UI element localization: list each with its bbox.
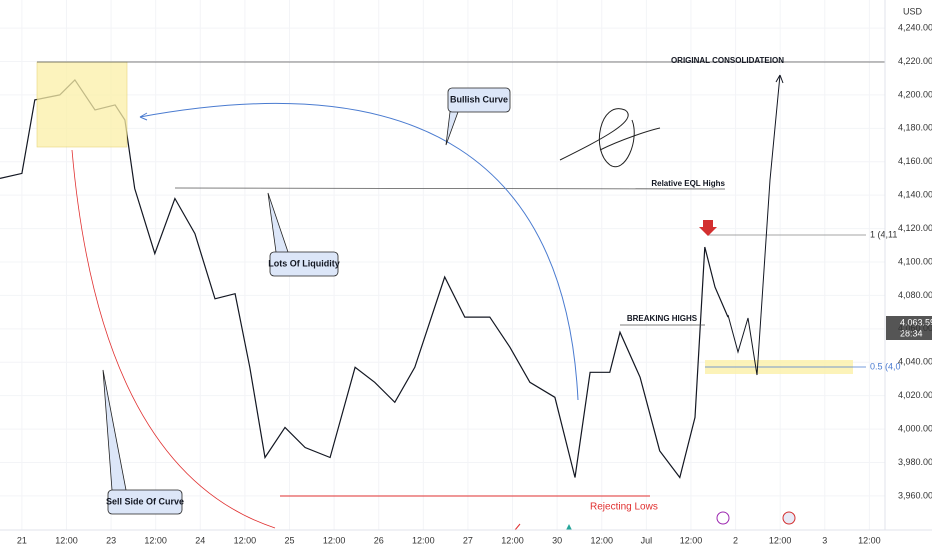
x-tick-label: 3 xyxy=(822,535,827,545)
annotation: BREAKING HIGHS xyxy=(627,314,698,323)
x-tick-label: 24 xyxy=(195,535,205,545)
curve-arrow xyxy=(139,112,148,121)
annotation: Bullish Curve xyxy=(450,94,508,104)
sell-curve xyxy=(71,149,276,529)
x-tick-label: 2 xyxy=(733,535,738,545)
y-tick-label: 4,000.00 xyxy=(898,423,932,433)
y-tick-label: 4,100.00 xyxy=(898,256,932,266)
bullish-curve xyxy=(139,102,579,401)
price-tag xyxy=(886,316,932,340)
callout-pointer xyxy=(102,369,127,491)
x-tick-label: 12:00 xyxy=(590,535,613,545)
x-tick-label: 27 xyxy=(463,535,473,545)
sell-curve-tail xyxy=(514,523,521,531)
callout xyxy=(269,251,339,277)
x-tick-label: 23 xyxy=(106,535,116,545)
currency: USD xyxy=(903,6,923,16)
x-tick-label: 12:00 xyxy=(323,535,346,545)
y-tick-label: 4,120.00 xyxy=(898,223,932,233)
y-tick-label: 4,080.00 xyxy=(898,290,932,300)
y-tick-label: 4,040.00 xyxy=(898,357,932,367)
y-tick-label: 4,180.00 xyxy=(898,123,932,133)
consolidation-box xyxy=(36,61,128,148)
callout xyxy=(107,489,183,515)
x-tick-label: 12:00 xyxy=(234,535,257,545)
y-tick-label: 4,160.00 xyxy=(898,156,932,166)
x-tick-label: 26 xyxy=(374,535,384,545)
y-tick-label: 4,220.00 xyxy=(898,56,932,66)
y-tick-label: 3,960.00 xyxy=(898,490,932,500)
x-tick-label: 12:00 xyxy=(55,535,78,545)
x-tick-label: 12:00 xyxy=(680,535,703,545)
x-tick-label: 30 xyxy=(552,535,562,545)
x-tick-label: Jul xyxy=(641,535,653,545)
fib-label: 1 (4,11 xyxy=(870,229,897,239)
annotation: Rejecting Lows xyxy=(590,502,658,513)
y-tick-label: 3,980.00 xyxy=(898,457,932,467)
y-tick-label: 4,140.00 xyxy=(898,190,932,200)
x-tick-label: 12:00 xyxy=(501,535,524,545)
callout xyxy=(447,87,511,113)
callout-pointer xyxy=(445,111,459,146)
projection xyxy=(727,74,781,376)
y-tick-label: 4,060.00 xyxy=(898,323,932,333)
annotation: Lots Of Liquidity xyxy=(268,258,340,268)
marker xyxy=(566,524,572,530)
x-tick-label: 12:00 xyxy=(769,535,792,545)
event-icon[interactable] xyxy=(782,511,796,525)
countdown: 28:34 xyxy=(900,328,923,338)
y-tick-label: 4,240.00 xyxy=(898,22,932,32)
y-tick-label: 4,020.00 xyxy=(898,390,932,400)
x-tick-label: 25 xyxy=(284,535,294,545)
event-icon[interactable] xyxy=(716,511,730,525)
down-arrow xyxy=(699,220,717,236)
annotation: Sell Side Of Curve xyxy=(106,496,184,506)
plot xyxy=(0,0,885,530)
x-tick-label: 12:00 xyxy=(144,535,167,545)
y-tick-label: 4,200.00 xyxy=(898,89,932,99)
callout-pointer xyxy=(267,192,289,253)
annotation: ORIGINAL CONSOLIDATEION xyxy=(671,56,784,65)
signature xyxy=(559,108,661,168)
x-tick-label: 12:00 xyxy=(412,535,435,545)
x-tick-label: 21 xyxy=(17,535,27,545)
price-tag-label: 4,063.59 xyxy=(900,317,932,327)
eql-line xyxy=(174,187,726,190)
projection-arrow xyxy=(775,74,784,84)
x-tick-label: 12:00 xyxy=(858,535,881,545)
annotation: Relative EQL Highs xyxy=(651,179,725,188)
